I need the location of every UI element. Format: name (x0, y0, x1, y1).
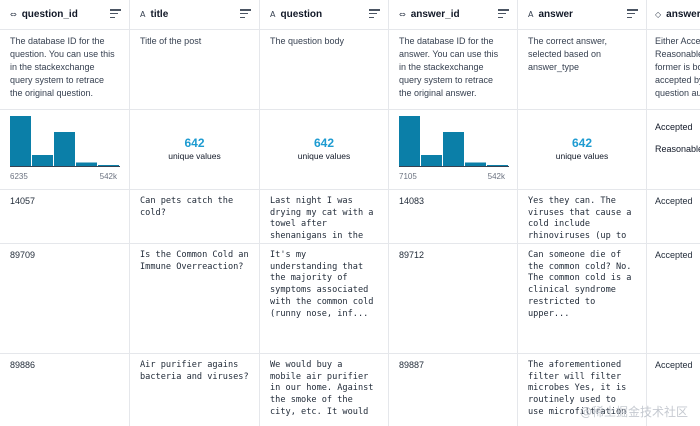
hist-min: 6235 (10, 172, 28, 181)
histogram-bar[interactable] (54, 132, 75, 166)
column-stat-unique: 642 unique values (130, 110, 259, 190)
table-cell[interactable]: 89709 (0, 244, 129, 354)
unique-label: unique values (297, 151, 351, 161)
column-header-answer-id[interactable]: ⇔ answer_id (389, 0, 517, 30)
table-cell[interactable]: 14057 (0, 190, 129, 244)
table-cell[interactable]: We would buy a mobile air purifier in ou… (260, 354, 388, 426)
histogram[interactable] (399, 116, 511, 170)
column-title: A title Title of the post 642 unique valu… (130, 0, 260, 426)
link-type-icon: ⇔ (399, 10, 406, 19)
column-name: question (280, 9, 323, 20)
unique-label: unique values (168, 151, 221, 161)
class-type-icon: ◇ (655, 10, 662, 19)
sort-icon[interactable] (369, 9, 380, 19)
column-name: question_id (21, 9, 78, 20)
column-name: title (150, 9, 169, 20)
desc-line: accepted by the (655, 75, 700, 85)
column-description: Title of the post (130, 30, 259, 110)
table-cell[interactable]: Last night I was drying my cat with a to… (260, 190, 388, 244)
column-header-answer-type[interactable]: ◇ answer_ (647, 0, 700, 30)
watermark: @稀土掘金技术社区 (579, 405, 688, 419)
histogram-bar[interactable] (443, 132, 464, 166)
desc-line: question au... (655, 88, 700, 98)
table-cell[interactable]: 89712 (389, 244, 517, 354)
histogram-bar[interactable] (487, 165, 508, 166)
table-cell[interactable]: Yes they can. The viruses that cause a c… (518, 190, 646, 244)
table-cell[interactable]: The aforementioned filter will filter mi… (518, 354, 646, 426)
class-label[interactable]: Accepted (655, 122, 693, 132)
table-cell[interactable]: Accepted (647, 354, 700, 426)
column-stat-classes: Accepted Reasonable (647, 110, 700, 190)
histogram-bar[interactable] (32, 155, 53, 166)
unique-count: 642 (571, 136, 593, 150)
table-cell[interactable]: It's my understanding that the majority … (260, 244, 388, 354)
histogram-bar[interactable] (421, 155, 442, 166)
column-description: The database ID for the question. You ca… (0, 30, 129, 110)
table-cell[interactable]: 14083 (389, 190, 517, 244)
column-description: Either Accepted or Reasonable. The forme… (647, 30, 700, 110)
column-stat-unique: 642 unique values (518, 110, 646, 190)
histogram[interactable] (10, 116, 122, 170)
column-name: answer_id (410, 9, 460, 20)
hist-max: 542k (487, 172, 505, 181)
histogram-bar[interactable] (76, 162, 97, 167)
histogram-bar[interactable] (10, 116, 31, 166)
column-stat-histogram: 6235 542k (0, 110, 129, 190)
table-cell[interactable]: 89886 (0, 354, 129, 426)
string-type-icon: A (140, 10, 146, 19)
unique-count: 642 (313, 136, 335, 150)
sort-icon[interactable] (240, 9, 251, 19)
column-header-question[interactable]: A question (260, 0, 388, 30)
class-label[interactable]: Reasonable (655, 144, 700, 154)
sort-icon[interactable] (498, 9, 509, 19)
column-question-id: ⇔ question_id The database ID for the qu… (0, 0, 130, 426)
column-header-question-id[interactable]: ⇔ question_id (0, 0, 129, 30)
string-type-icon: A (528, 10, 534, 19)
table-cell[interactable]: Accepted (647, 190, 700, 244)
column-answer-id: ⇔ answer_id The database ID for the answ… (389, 0, 518, 426)
column-description: The question body (260, 30, 388, 110)
histogram-bar[interactable] (465, 162, 486, 167)
sort-icon[interactable] (627, 9, 638, 19)
table-cell[interactable]: Can someone die of the common cold? No. … (518, 244, 646, 354)
desc-line: former is both (655, 62, 700, 72)
column-description: The database ID for the answer. You can … (389, 30, 517, 110)
column-name: answer_ (666, 9, 700, 20)
column-stat-histogram: 7105 542k (389, 110, 517, 190)
column-description: The correct answer, selected based on an… (518, 30, 646, 110)
histogram-bar[interactable] (399, 116, 420, 166)
unique-label: unique values (555, 151, 609, 161)
table-cell[interactable]: Air purifier agains bacteria and viruses… (130, 354, 259, 426)
unique-count: 642 (184, 136, 205, 150)
table-cell[interactable]: 89887 (389, 354, 517, 426)
column-name: answer (538, 9, 573, 20)
column-answer-type: ◇ answer_ Either Accepted or Reasonable.… (647, 0, 700, 426)
string-type-icon: A (270, 10, 276, 19)
column-header-answer[interactable]: A answer (518, 0, 646, 30)
table-cell[interactable]: Accepted (647, 244, 700, 354)
column-answer: A answer The correct answer, selected ba… (518, 0, 647, 426)
column-stat-unique: 642 unique values (260, 110, 388, 190)
sort-icon[interactable] (110, 9, 121, 19)
desc-line: Either Accepted or (655, 36, 700, 46)
desc-line: Reasonable. The (655, 49, 700, 59)
column-header-title[interactable]: A title (130, 0, 259, 30)
hist-max: 542k (99, 172, 117, 181)
table-cell[interactable]: Is the Common Cold an Immune Overreactio… (130, 244, 259, 354)
table-cell[interactable]: Can pets catch the cold? (130, 190, 259, 244)
histogram-bar[interactable] (98, 165, 119, 166)
hist-min: 7105 (399, 172, 417, 181)
column-question: A question The question body 642 unique v… (260, 0, 389, 426)
link-type-icon: ⇔ (10, 10, 17, 19)
